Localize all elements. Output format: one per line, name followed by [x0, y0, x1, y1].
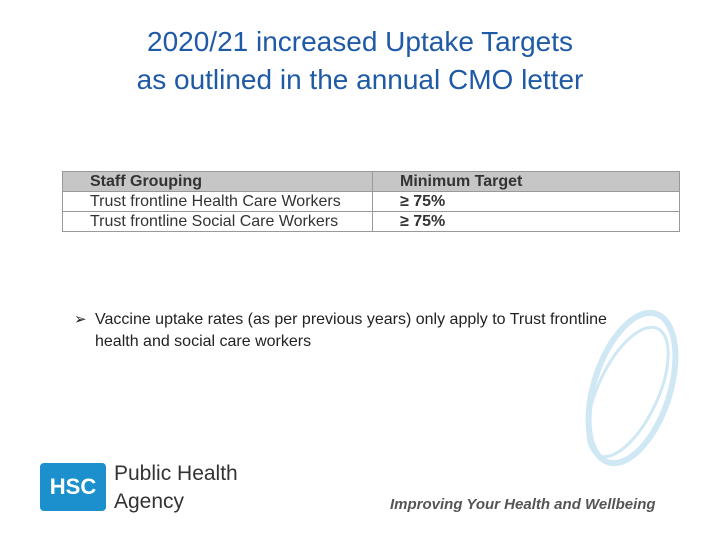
cell: ≥ 75% — [372, 211, 680, 232]
row: Trust frontline Social Care Workers ≥ 75… — [62, 211, 680, 232]
cell: Trust frontline Social Care Workers — [62, 211, 373, 232]
header-cell: Minimum Target — [372, 171, 680, 192]
swirl — [585, 309, 679, 467]
title-line: 2020/21 increased Uptake Targets — [147, 26, 573, 57]
cell: ≥ 75% — [372, 191, 680, 212]
swirl — [586, 325, 670, 459]
header-row: Staff Grouping Minimum Target — [62, 171, 680, 192]
targets-table: Staff Grouping Minimum Target Trust fron… — [62, 171, 680, 232]
bullet-arrow: ➢ — [74, 311, 87, 328]
bullet-text: Vaccine uptake rates (as per previous ye… — [95, 311, 607, 350]
logo-text: Public Health — [114, 462, 238, 485]
header-cell: Staff Grouping — [62, 171, 373, 192]
cell: Trust frontline Health Care Workers — [62, 191, 373, 212]
logo-mark: HSC — [40, 463, 106, 511]
logo-text: Agency — [114, 490, 185, 513]
tagline: Improving Your Health and Wellbeing — [390, 496, 656, 513]
title-line: as outlined in the annual CMO letter — [136, 64, 584, 95]
row: Trust frontline Health Care Workers ≥ 75… — [62, 191, 680, 212]
